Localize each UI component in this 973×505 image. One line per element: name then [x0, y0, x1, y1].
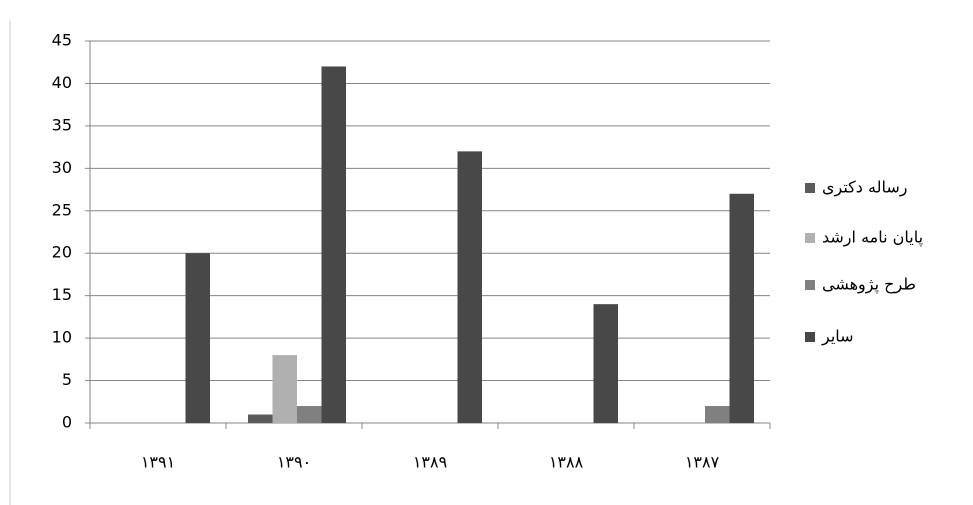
y-tick-label: 40 [52, 73, 72, 92]
y-tick-label: 35 [52, 115, 72, 134]
legend-marker [805, 280, 815, 290]
y-tick-label: 15 [52, 285, 72, 304]
legend-label: رساله دکتری [822, 178, 907, 198]
legend-marker [805, 332, 815, 342]
x-tick-label: ۱۳۹۱ [141, 453, 175, 472]
x-tick-label: ۱۳۸۸ [549, 453, 584, 472]
x-tick-label: ۱۳۸۹ [413, 453, 447, 472]
y-tick-label: 45 [52, 31, 72, 50]
x-tick-label: ۱۳۹۰ [277, 453, 311, 472]
bar [593, 304, 618, 423]
bar [248, 414, 273, 423]
y-tick-label: 30 [52, 158, 72, 177]
bar [457, 151, 482, 423]
legend-label: طرح پژوهشی [822, 275, 916, 295]
bar [321, 66, 346, 423]
bar [705, 406, 730, 423]
y-tick-label: 10 [52, 328, 72, 347]
y-tick-label: 0 [62, 413, 72, 432]
bar [297, 406, 322, 423]
y-tick-label: 20 [52, 243, 72, 262]
bar [272, 355, 297, 423]
x-tick-label: ۱۳۸۷ [685, 453, 720, 472]
y-tick-label: 25 [52, 200, 72, 219]
bar [729, 193, 754, 423]
legend-marker [805, 233, 815, 243]
legend-marker [805, 183, 815, 193]
legend-label: سایر [821, 327, 854, 347]
legend-label: پایان نامه ارشد [822, 228, 923, 248]
y-tick-label: 5 [62, 370, 72, 389]
bar [185, 253, 210, 423]
